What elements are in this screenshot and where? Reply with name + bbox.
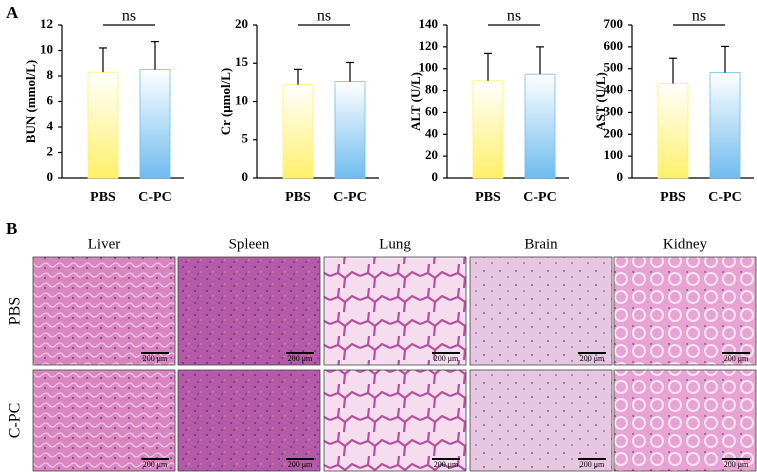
y-tick-label: 200 — [604, 125, 624, 140]
x-tick-label: C-PC — [523, 190, 556, 205]
y-tick-label: 0 — [432, 169, 439, 184]
histology-image — [323, 369, 467, 472]
scale-bar-label: 200 μm — [143, 354, 168, 363]
y-tick-label: 80 — [425, 82, 438, 97]
y-tick-label: 120 — [419, 38, 439, 53]
scale-bar-label: 200 μm — [724, 354, 749, 363]
y-tick-label: 500 — [604, 60, 624, 75]
x-tick-label: C-PC — [708, 190, 741, 205]
scale-bar-label: 200 μm — [288, 354, 313, 363]
histology-image — [32, 369, 176, 472]
histology-image — [32, 256, 176, 366]
y-tick-label: 0 — [617, 169, 624, 184]
y-tick-label: 20 — [425, 147, 438, 162]
y-axis-label: BUN (mmol/L) — [23, 60, 38, 143]
x-tick-label: PBS — [90, 190, 116, 205]
y-axis-label: AST (U/L) — [593, 72, 608, 131]
scale-bar-label: 200 μm — [288, 460, 313, 469]
column-title: Spleen — [229, 236, 270, 252]
y-tick-label: 0 — [242, 169, 249, 184]
y-tick-label: 140 — [419, 16, 439, 31]
significance-label: ns — [317, 8, 331, 25]
y-tick-label: 60 — [425, 103, 438, 118]
bar — [87, 71, 119, 179]
bar — [282, 84, 314, 179]
y-tick-label: 6 — [47, 92, 54, 107]
y-tick-label: 100 — [604, 147, 624, 162]
y-tick-label: 600 — [604, 38, 624, 53]
y-tick-label: 15 — [235, 54, 249, 69]
x-tick-label: PBS — [660, 190, 686, 205]
y-axis-label: Cr (μmol/L) — [218, 68, 233, 135]
row-label: C-PC — [7, 403, 24, 439]
bar — [139, 69, 171, 179]
bar — [524, 73, 556, 179]
y-tick-label: 100 — [419, 60, 439, 75]
scale-bar-label: 200 μm — [724, 460, 749, 469]
x-tick-label: C-PC — [333, 190, 366, 205]
y-tick-label: 300 — [604, 103, 624, 118]
column-title: Liver — [88, 236, 120, 252]
bar — [657, 83, 689, 179]
histology-image — [469, 256, 613, 366]
bar — [472, 80, 504, 179]
bar — [334, 81, 366, 179]
column-title: Brain — [524, 236, 558, 252]
histology-image — [469, 369, 613, 472]
histology-image — [613, 256, 757, 366]
significance-label: ns — [507, 8, 521, 25]
column-title: Kidney — [663, 236, 708, 252]
significance-label: ns — [122, 8, 136, 25]
y-tick-label: 10 — [235, 92, 248, 107]
y-tick-label: 2 — [47, 143, 54, 158]
y-tick-label: 10 — [40, 41, 53, 56]
bar — [709, 72, 741, 179]
significance-label: ns — [692, 8, 706, 25]
scale-bar-label: 200 μm — [434, 354, 459, 363]
column-title: Lung — [379, 236, 411, 252]
y-tick-label: 8 — [47, 67, 54, 82]
y-axis-label: ALT (U/L) — [408, 72, 423, 131]
histology-image — [323, 256, 467, 366]
scale-bar-label: 200 μm — [580, 460, 605, 469]
y-tick-label: 400 — [604, 82, 624, 97]
y-tick-label: 20 — [235, 16, 248, 31]
y-tick-label: 700 — [604, 16, 624, 31]
y-tick-label: 4 — [47, 118, 54, 133]
y-tick-label: 40 — [425, 125, 438, 140]
panel-label: B — [6, 219, 17, 238]
scale-bar-label: 200 μm — [434, 460, 459, 469]
scale-bar-label: 200 μm — [580, 354, 605, 363]
histology-image — [613, 369, 757, 472]
y-tick-label: 0 — [47, 169, 54, 184]
histology-image — [177, 369, 321, 472]
histology-image — [177, 256, 321, 366]
panel-label: A — [6, 3, 19, 22]
row-label: PBS — [7, 297, 24, 325]
y-tick-label: 5 — [242, 131, 249, 146]
scale-bar-label: 200 μm — [143, 460, 168, 469]
x-tick-label: PBS — [475, 190, 501, 205]
y-tick-label: 12 — [40, 16, 53, 31]
x-tick-label: PBS — [285, 190, 311, 205]
x-tick-label: C-PC — [138, 190, 171, 205]
